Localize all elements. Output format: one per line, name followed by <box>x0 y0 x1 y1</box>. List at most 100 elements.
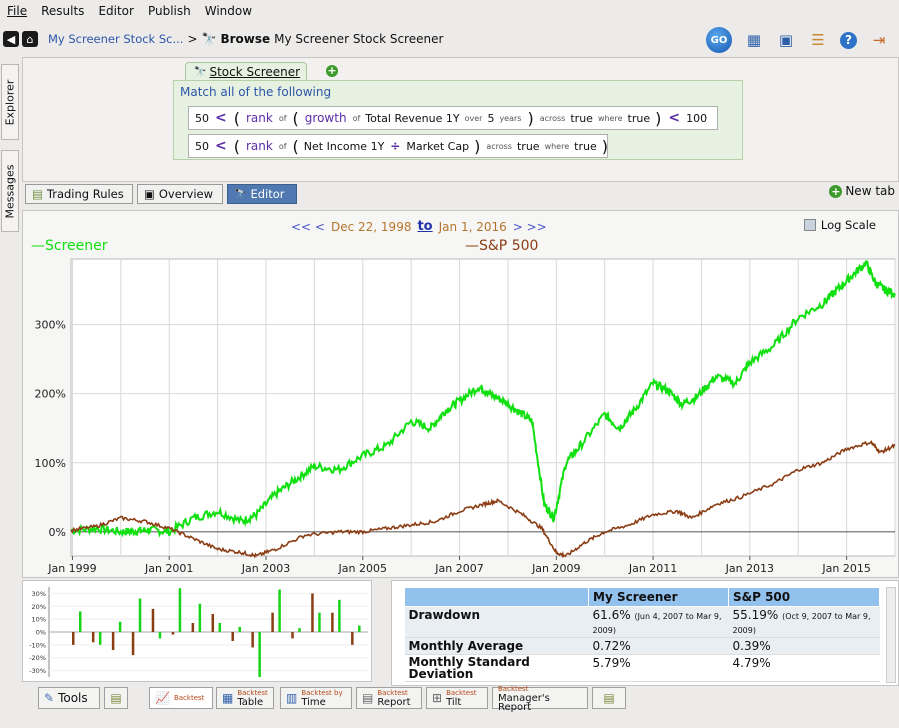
exit-icon[interactable]: ⇥ <box>872 31 886 49</box>
tab-extra[interactable]: ▤ <box>592 687 626 709</box>
new-tab-button[interactable]: + New tab <box>829 184 895 198</box>
tab-editor[interactable]: 🔭 Editor <box>227 184 297 204</box>
breadcrumb-link[interactable]: My Screener Stock Sc... <box>48 32 184 46</box>
vertical-scrollbar[interactable] <box>886 587 896 683</box>
rule1-operator[interactable]: < <box>215 110 227 126</box>
rule1-right-value[interactable]: 100 <box>686 111 708 125</box>
tab-tools[interactable]: ✎ Tools <box>38 687 100 709</box>
new-tab-label: New tab <box>845 184 895 198</box>
rule2-where-value[interactable]: true <box>574 139 597 153</box>
mini-bar-sp500 <box>271 612 274 632</box>
log-scale-toggle[interactable]: Log Scale <box>803 218 876 232</box>
tab-managers-report[interactable]: Backtest Manager's Report <box>492 685 588 713</box>
mini-tick-label: -30% <box>29 667 46 675</box>
messages-tab[interactable]: Messages <box>1 150 19 232</box>
menu-publish[interactable]: Publish <box>147 3 191 18</box>
x-tick-label: Jan 2015 <box>821 562 870 575</box>
rule1-years-value[interactable]: 5 <box>487 111 495 125</box>
mini-bar-sp500 <box>191 623 195 632</box>
rule1-where-label: where <box>597 113 623 123</box>
editor-icon: 🔭 <box>234 188 247 200</box>
mini-bar-sp500 <box>111 632 115 650</box>
tab-backtest-by-time[interactable]: ▥ Backtest by Time <box>280 687 352 709</box>
rule1-where-value[interactable]: true <box>627 111 651 125</box>
date-next-buttons[interactable]: > >> <box>512 219 547 234</box>
date-prev-buttons[interactable]: << < <box>291 219 325 234</box>
navigation-bar: ◀ ⌂ My Screener Stock Sc... > 🔭 Browse M… <box>0 24 899 54</box>
tab-backtest-table[interactable]: ▦ Backtest Table <box>216 687 274 709</box>
rule1-metric[interactable]: Total Revenue 1Y <box>365 111 460 125</box>
menu-editor[interactable]: Editor <box>98 3 134 18</box>
stock-screener-tab-label: Stock Screener <box>209 65 301 79</box>
rule1-operator-2[interactable]: < <box>668 110 681 126</box>
rule1-left-value[interactable]: 50 <box>195 111 209 125</box>
rule2-operator[interactable]: < <box>215 138 227 154</box>
stat-value: 5.79% <box>588 654 729 682</box>
stock-screener-tab[interactable]: 🔭 Stock Screener <box>185 62 307 81</box>
rule1-years-label: years <box>499 113 522 123</box>
tab-table-label: Table <box>237 697 264 708</box>
tab-backtest-tilt[interactable]: ⊞ Backtest Tilt <box>426 687 488 709</box>
back-icon[interactable]: ◀ <box>3 31 19 47</box>
start-date[interactable]: Dec 22, 1998 <box>330 219 412 234</box>
rule2-across-value[interactable]: true <box>516 139 540 153</box>
paren: ) <box>655 108 662 128</box>
rule2-metric-1[interactable]: Net Income 1Y <box>303 139 385 153</box>
tab-tilt-sup: Backtest <box>446 689 477 697</box>
tab-mgr-label: Manager's Report <box>498 692 550 713</box>
help-icon[interactable]: ? <box>840 31 857 49</box>
time-icon: ▥ <box>286 691 298 705</box>
table-row: Monthly Average 0.72% 0.39% <box>404 637 880 655</box>
chart-icon[interactable]: ▦ <box>746 31 762 49</box>
tab-overview[interactable]: ▣ Overview <box>137 184 223 204</box>
rule2-divide-operator[interactable]: ÷ <box>390 139 401 153</box>
mini-bar-sp500 <box>211 614 215 632</box>
list-icon[interactable]: ☰ <box>811 31 825 49</box>
stat-value: 0.72% <box>588 637 729 655</box>
rule1-across-value[interactable]: true <box>570 111 593 125</box>
menu-results[interactable]: Results <box>41 3 85 18</box>
match-label[interactable]: Match all of the following <box>180 85 332 99</box>
notes-icon: ▤ <box>603 691 615 705</box>
end-date[interactable]: Jan 1, 2016 <box>438 219 507 234</box>
screener-editor: 🔭 Stock Screener + Match all of the foll… <box>22 57 899 182</box>
rules-box: Match all of the following 50 < ( rank o… <box>173 80 743 160</box>
paren: ) <box>601 136 608 156</box>
rule-row-1[interactable]: 50 < ( rank of ( growth of Total Revenue… <box>188 106 718 130</box>
tab-notes[interactable]: ▤ <box>104 687 128 709</box>
go-button[interactable]: GO <box>706 27 732 53</box>
tab-backtest[interactable]: 📈 Backtest <box>149 687 213 709</box>
mini-bar-screener <box>358 625 361 632</box>
breadcrumb-separator: > <box>187 32 198 46</box>
rule2-metric-2[interactable]: Market Cap <box>406 139 470 153</box>
paren: ) <box>474 136 481 156</box>
trading-rules-icon: ▤ <box>32 187 43 201</box>
menu-window[interactable]: Window <box>204 3 253 18</box>
menu-file[interactable]: File <box>7 3 28 18</box>
tab-time-sup: Backtest by <box>301 689 343 697</box>
rule2-rank-function[interactable]: rank <box>245 139 273 153</box>
mini-tick-label: 20% <box>32 603 46 611</box>
to-link[interactable]: to <box>417 219 433 234</box>
log-scale-checkbox[interactable] <box>803 219 816 231</box>
tools-icon: ✎ <box>44 691 55 705</box>
mini-tick-label: -10% <box>29 641 46 649</box>
rule1-growth-function[interactable]: growth <box>304 111 347 125</box>
rule-row-2[interactable]: 50 < ( rank of ( Net Income 1Y ÷ Market … <box>188 134 608 158</box>
add-screener-icon[interactable]: + <box>326 64 338 77</box>
rule1-rank-function[interactable]: rank <box>245 111 273 125</box>
menu-bar: File Results Editor Publish Window <box>0 0 899 21</box>
tab-trading-rules[interactable]: ▤ Trading Rules <box>25 184 133 204</box>
mini-bar-screener <box>298 628 301 632</box>
rule2-left-value[interactable]: 50 <box>195 139 209 153</box>
mini-tick-label: -20% <box>29 654 46 662</box>
mini-bar-screener <box>338 599 341 632</box>
save-icon[interactable]: ▣ <box>778 31 794 49</box>
tab-report-label: Report <box>377 697 411 708</box>
x-tick-label: Jan 2013 <box>725 562 774 575</box>
x-tick-label: Jan 2007 <box>434 562 483 575</box>
explorer-tab[interactable]: Explorer <box>1 64 19 140</box>
tab-backtest-report[interactable]: ▤ Backtest Report <box>356 687 422 709</box>
home-icon[interactable]: ⌂ <box>22 31 38 47</box>
stat-note: (Jun 4, 2007 to Mar 9, 2009) <box>592 612 722 635</box>
